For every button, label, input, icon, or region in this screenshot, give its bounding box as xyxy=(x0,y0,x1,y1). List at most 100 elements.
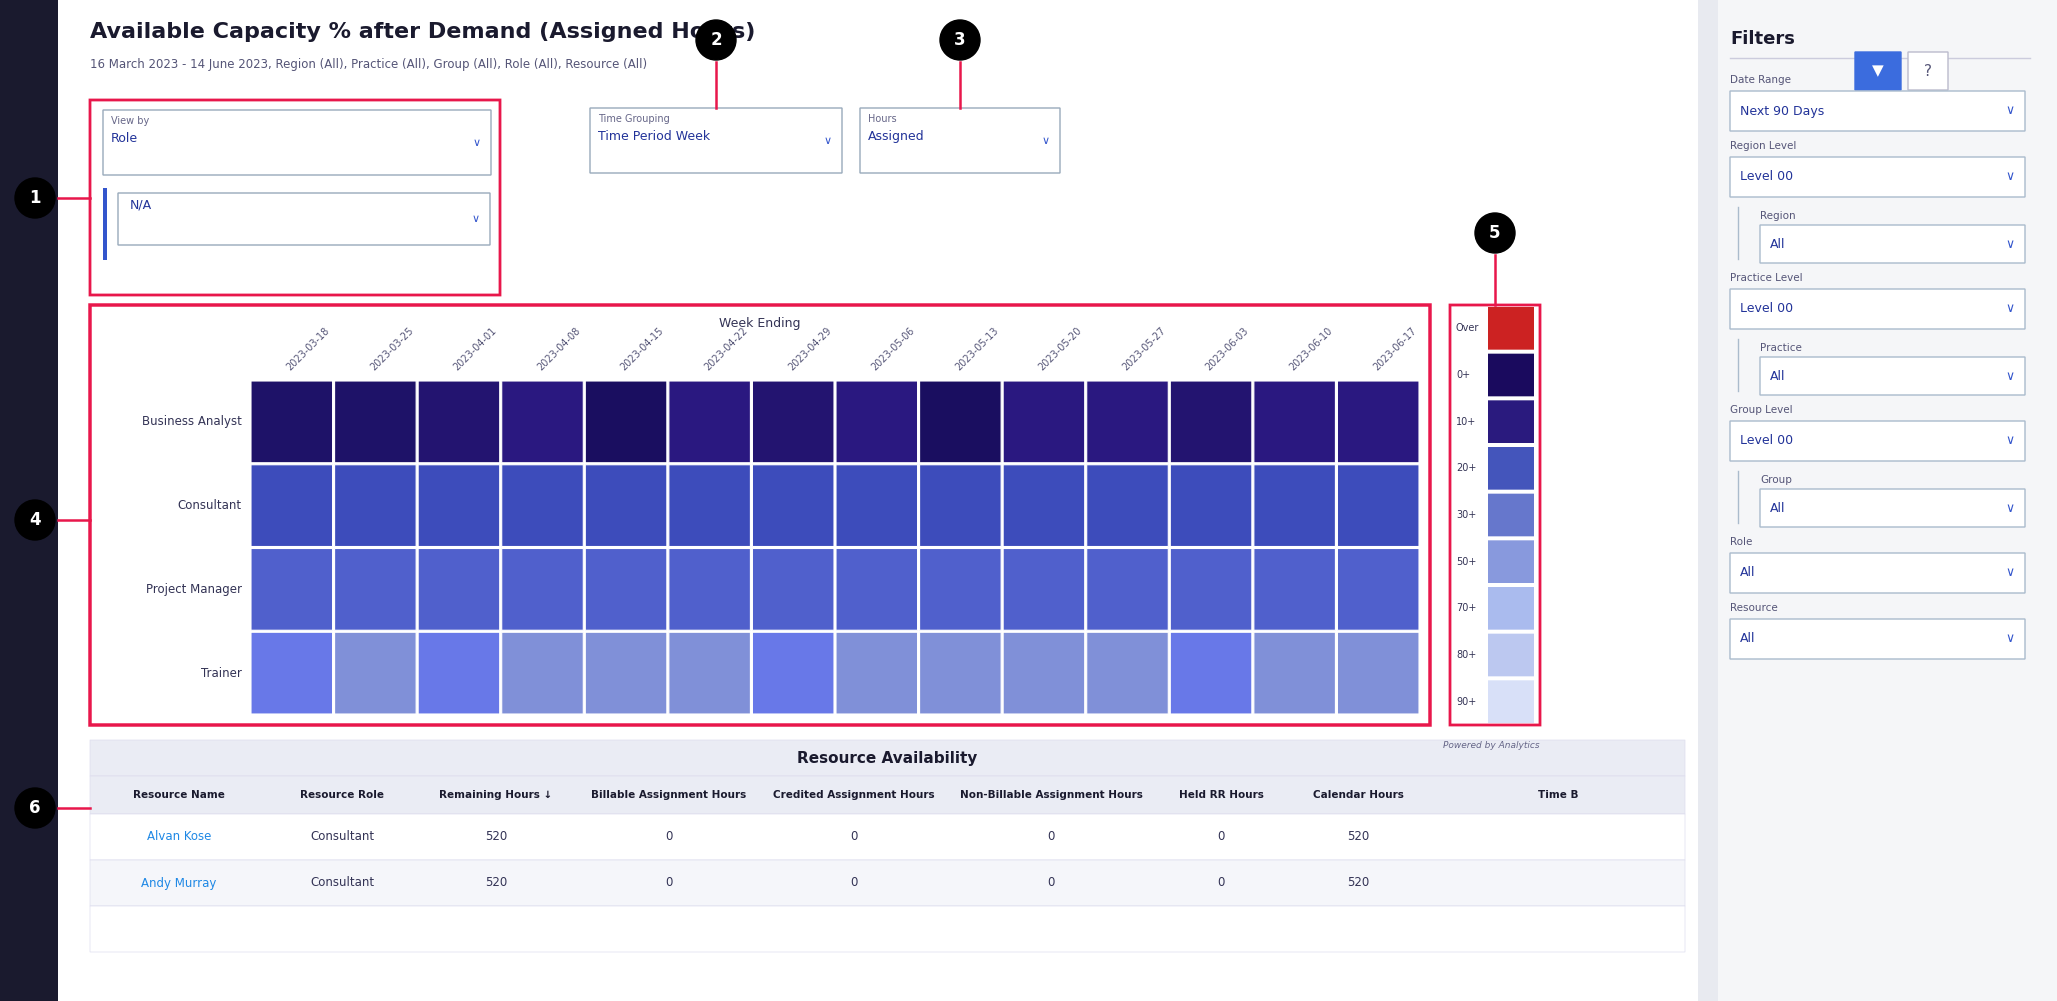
FancyBboxPatch shape xyxy=(1450,305,1541,725)
FancyBboxPatch shape xyxy=(586,633,666,714)
FancyBboxPatch shape xyxy=(835,633,917,714)
FancyBboxPatch shape xyxy=(1855,52,1901,90)
Text: Role: Role xyxy=(1730,537,1753,547)
Text: Consultant: Consultant xyxy=(177,499,243,513)
Text: Assigned: Assigned xyxy=(868,130,926,143)
Text: ∨: ∨ xyxy=(2006,502,2016,515)
Text: All: All xyxy=(1769,369,1785,382)
FancyBboxPatch shape xyxy=(251,633,333,714)
Text: ?: ? xyxy=(1923,63,1932,78)
FancyBboxPatch shape xyxy=(418,549,500,631)
FancyBboxPatch shape xyxy=(835,464,917,547)
FancyBboxPatch shape xyxy=(1730,421,2024,461)
Text: 1: 1 xyxy=(29,189,41,207)
Text: All: All xyxy=(1769,237,1785,250)
Text: View by: View by xyxy=(111,116,150,126)
FancyBboxPatch shape xyxy=(919,381,1002,462)
Text: 0: 0 xyxy=(664,877,673,890)
Text: All: All xyxy=(1740,633,1755,646)
Text: 2023-04-22: 2023-04-22 xyxy=(703,325,749,372)
Text: 2023-06-10: 2023-06-10 xyxy=(1288,325,1335,372)
Text: ∨: ∨ xyxy=(2006,369,2016,382)
Text: Level 00: Level 00 xyxy=(1740,302,1794,315)
Text: ∨: ∨ xyxy=(2006,104,2016,117)
FancyBboxPatch shape xyxy=(91,305,1430,725)
Text: Credited Assignment Hours: Credited Assignment Hours xyxy=(773,790,934,800)
FancyBboxPatch shape xyxy=(1909,52,1948,90)
Text: ∨: ∨ xyxy=(473,137,481,147)
FancyBboxPatch shape xyxy=(418,633,500,714)
Text: Consultant: Consultant xyxy=(311,831,374,844)
FancyBboxPatch shape xyxy=(1337,381,1419,462)
FancyBboxPatch shape xyxy=(1170,549,1253,631)
Text: 6: 6 xyxy=(29,799,41,817)
FancyBboxPatch shape xyxy=(1730,619,2024,659)
Text: Practice Level: Practice Level xyxy=(1730,273,1802,283)
Circle shape xyxy=(940,20,979,60)
FancyBboxPatch shape xyxy=(1697,0,1718,1001)
Text: Role: Role xyxy=(111,132,138,145)
Text: 2023-03-18: 2023-03-18 xyxy=(284,325,331,372)
FancyBboxPatch shape xyxy=(1170,633,1253,714)
Text: Resource Availability: Resource Availability xyxy=(798,751,977,766)
Circle shape xyxy=(14,500,56,540)
FancyBboxPatch shape xyxy=(1730,157,2024,197)
FancyBboxPatch shape xyxy=(586,381,666,462)
Text: 90+: 90+ xyxy=(1456,697,1477,707)
FancyBboxPatch shape xyxy=(753,381,833,462)
Text: 2023-05-27: 2023-05-27 xyxy=(1121,325,1168,372)
FancyBboxPatch shape xyxy=(1487,353,1535,396)
Text: ▼: ▼ xyxy=(1872,63,1884,78)
Circle shape xyxy=(14,178,56,218)
FancyBboxPatch shape xyxy=(91,776,1685,814)
Text: Resource: Resource xyxy=(1730,603,1777,613)
Text: Powered by Analytics: Powered by Analytics xyxy=(1444,741,1541,750)
FancyBboxPatch shape xyxy=(1761,489,2024,527)
Text: ∨: ∨ xyxy=(2006,237,2016,250)
Text: Level 00: Level 00 xyxy=(1740,434,1794,447)
FancyBboxPatch shape xyxy=(91,814,1685,860)
Text: Over: Over xyxy=(1456,323,1479,333)
Text: Hours: Hours xyxy=(868,114,897,124)
Text: 2023-06-03: 2023-06-03 xyxy=(1203,325,1251,372)
Text: Date Range: Date Range xyxy=(1730,75,1792,85)
Text: 2: 2 xyxy=(710,31,722,49)
Text: N/A: N/A xyxy=(130,199,152,212)
FancyBboxPatch shape xyxy=(1086,381,1168,462)
FancyBboxPatch shape xyxy=(58,0,1697,1001)
FancyBboxPatch shape xyxy=(1086,549,1168,631)
Text: 4: 4 xyxy=(29,511,41,529)
Text: 5: 5 xyxy=(1489,224,1502,242)
Text: 520: 520 xyxy=(1347,877,1370,890)
Text: ∨: ∨ xyxy=(1043,135,1049,145)
Text: Project Manager: Project Manager xyxy=(146,583,243,596)
Text: Time B: Time B xyxy=(1539,790,1578,800)
FancyBboxPatch shape xyxy=(586,549,666,631)
Text: 2023-04-15: 2023-04-15 xyxy=(619,325,666,372)
Text: Business Analyst: Business Analyst xyxy=(142,415,243,428)
FancyBboxPatch shape xyxy=(335,464,416,547)
FancyBboxPatch shape xyxy=(753,464,833,547)
Text: 0: 0 xyxy=(664,831,673,844)
FancyBboxPatch shape xyxy=(919,464,1002,547)
Text: Remaining Hours ↓: Remaining Hours ↓ xyxy=(440,790,553,800)
FancyBboxPatch shape xyxy=(335,549,416,631)
FancyBboxPatch shape xyxy=(586,464,666,547)
FancyBboxPatch shape xyxy=(1337,549,1419,631)
Text: ∨: ∨ xyxy=(825,135,831,145)
FancyBboxPatch shape xyxy=(835,549,917,631)
FancyBboxPatch shape xyxy=(251,464,333,547)
FancyBboxPatch shape xyxy=(669,549,751,631)
FancyBboxPatch shape xyxy=(335,381,416,462)
Text: Level 00: Level 00 xyxy=(1740,170,1794,183)
Text: 50+: 50+ xyxy=(1456,557,1477,567)
Text: Filters: Filters xyxy=(1730,30,1796,48)
FancyBboxPatch shape xyxy=(1170,381,1253,462)
FancyBboxPatch shape xyxy=(1487,541,1535,583)
Text: Held RR Hours: Held RR Hours xyxy=(1179,790,1263,800)
Text: ∨: ∨ xyxy=(2006,633,2016,646)
Text: Non-Billable Assignment Hours: Non-Billable Assignment Hours xyxy=(959,790,1142,800)
FancyBboxPatch shape xyxy=(1255,549,1335,631)
FancyBboxPatch shape xyxy=(753,633,833,714)
FancyBboxPatch shape xyxy=(91,100,500,295)
